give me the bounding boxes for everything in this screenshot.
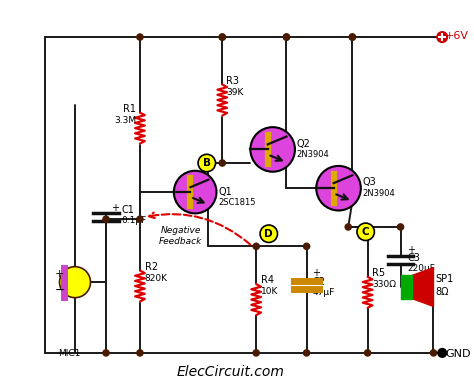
Circle shape xyxy=(137,350,143,356)
Circle shape xyxy=(303,350,310,356)
Circle shape xyxy=(219,34,225,40)
Circle shape xyxy=(219,34,225,40)
Circle shape xyxy=(250,127,295,172)
Circle shape xyxy=(253,243,259,249)
Circle shape xyxy=(303,243,310,249)
Text: R5: R5 xyxy=(373,268,385,278)
Circle shape xyxy=(397,224,404,230)
Text: 8Ω: 8Ω xyxy=(436,287,449,297)
Circle shape xyxy=(365,350,371,356)
Circle shape xyxy=(260,225,277,242)
Text: Feedback: Feedback xyxy=(159,237,202,246)
Text: 2N3904: 2N3904 xyxy=(297,150,329,159)
Circle shape xyxy=(357,223,374,240)
Circle shape xyxy=(253,350,259,356)
Text: 820K: 820K xyxy=(145,274,168,283)
Circle shape xyxy=(60,267,91,298)
Circle shape xyxy=(219,160,225,166)
Text: C2: C2 xyxy=(312,277,325,287)
Circle shape xyxy=(345,224,351,230)
Text: 2SC1815: 2SC1815 xyxy=(219,198,256,207)
Text: B: B xyxy=(203,158,211,168)
Text: 3.3M: 3.3M xyxy=(114,116,136,125)
Circle shape xyxy=(174,171,217,214)
Text: 39K: 39K xyxy=(226,88,244,97)
Text: D: D xyxy=(264,229,273,239)
Text: +: + xyxy=(407,245,415,255)
Text: C: C xyxy=(362,227,369,237)
Text: 10K: 10K xyxy=(261,287,278,296)
Text: R1: R1 xyxy=(123,104,136,114)
Text: +6V: +6V xyxy=(445,31,469,41)
Text: GND: GND xyxy=(445,349,471,359)
Text: C3: C3 xyxy=(407,253,420,263)
Circle shape xyxy=(438,349,447,357)
Circle shape xyxy=(365,224,371,230)
Circle shape xyxy=(349,34,356,40)
Circle shape xyxy=(437,32,447,42)
Circle shape xyxy=(349,34,356,40)
Text: C1: C1 xyxy=(121,205,135,214)
Text: Q3: Q3 xyxy=(363,177,376,187)
Circle shape xyxy=(137,216,143,222)
Text: +: + xyxy=(55,270,64,279)
Circle shape xyxy=(205,160,211,166)
Text: 330Ω: 330Ω xyxy=(373,280,396,289)
Text: 47μF: 47μF xyxy=(312,288,335,297)
Text: +: + xyxy=(312,268,320,279)
Text: −: − xyxy=(54,284,65,296)
Circle shape xyxy=(103,216,109,222)
Text: Q2: Q2 xyxy=(297,138,311,149)
Circle shape xyxy=(316,166,361,210)
Text: Negative: Negative xyxy=(160,226,201,235)
Text: MIC1: MIC1 xyxy=(58,349,81,358)
Circle shape xyxy=(283,34,290,40)
Text: Q1: Q1 xyxy=(219,187,232,197)
Text: +: + xyxy=(111,203,119,212)
Polygon shape xyxy=(412,268,434,307)
Circle shape xyxy=(137,34,143,40)
Text: R2: R2 xyxy=(145,262,158,272)
Text: R3: R3 xyxy=(226,76,239,86)
Circle shape xyxy=(283,34,290,40)
Text: 2N3904: 2N3904 xyxy=(363,189,395,198)
Text: SP1: SP1 xyxy=(436,274,454,284)
Circle shape xyxy=(103,350,109,356)
Circle shape xyxy=(430,350,437,356)
Circle shape xyxy=(198,154,216,172)
Text: 220μF: 220μF xyxy=(407,264,435,273)
Text: 0.1μF: 0.1μF xyxy=(121,216,147,225)
Bar xyxy=(401,275,412,299)
Text: R4: R4 xyxy=(261,275,274,285)
Text: ElecCircuit.com: ElecCircuit.com xyxy=(177,365,285,379)
